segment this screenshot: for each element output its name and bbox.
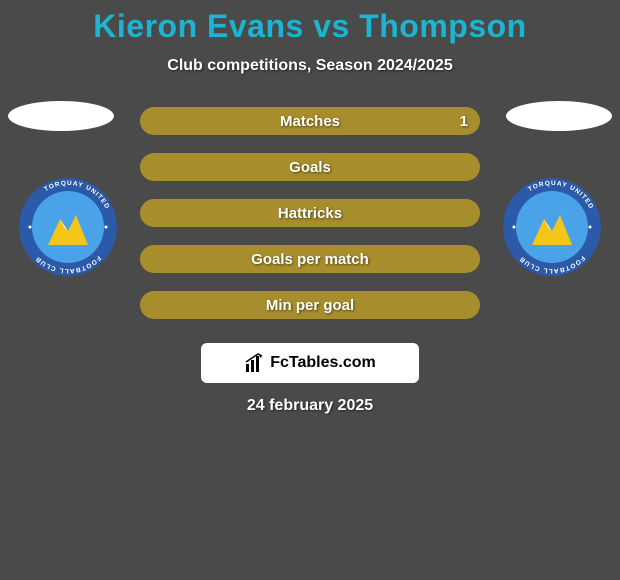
date-text: 24 february 2025	[0, 397, 620, 415]
comparison-content: TORQUAY UNITED FOOTBALL CLUB TORQUAY UNI…	[0, 107, 620, 415]
stat-label: Goals	[289, 159, 331, 176]
player-avatar-left	[8, 101, 114, 131]
stat-bar-min-per-goal: Min per goal	[140, 291, 480, 319]
avatar-placeholder-right	[506, 101, 612, 131]
subtitle: Club competitions, Season 2024/2025	[0, 57, 620, 75]
header: Kieron Evans vs Thompson Club competitio…	[0, 0, 620, 75]
brand-inner: FcTables.com	[244, 352, 376, 374]
stat-label: Min per goal	[266, 297, 354, 314]
torquay-badge-icon: TORQUAY UNITED FOOTBALL CLUB	[18, 177, 118, 277]
avatar-placeholder-left	[8, 101, 114, 131]
stat-bars: Matches 1 Goals Hattricks Goals per matc…	[140, 107, 480, 319]
club-badge-left: TORQUAY UNITED FOOTBALL CLUB	[18, 177, 118, 277]
stat-value-right: 1	[460, 113, 468, 130]
brand-text: FcTables.com	[270, 354, 376, 372]
torquay-badge-icon: TORQUAY UNITED FOOTBALL CLUB	[502, 177, 602, 277]
player-avatar-right	[506, 101, 612, 131]
club-badge-right: TORQUAY UNITED FOOTBALL CLUB	[502, 177, 602, 277]
brand-badge: FcTables.com	[201, 343, 419, 383]
stat-label: Goals per match	[251, 251, 369, 268]
stat-bar-goals: Goals	[140, 153, 480, 181]
bar-chart-icon	[244, 352, 266, 374]
stat-label: Matches	[280, 113, 340, 130]
stat-bar-matches: Matches 1	[140, 107, 480, 135]
stat-bar-hattricks: Hattricks	[140, 199, 480, 227]
stat-bar-goals-per-match: Goals per match	[140, 245, 480, 273]
page-title: Kieron Evans vs Thompson	[0, 8, 620, 45]
stat-label: Hattricks	[278, 205, 342, 222]
